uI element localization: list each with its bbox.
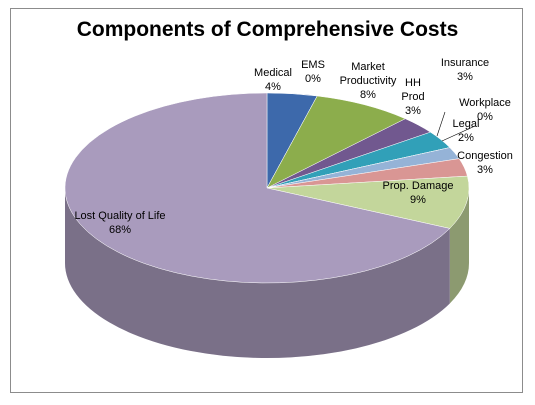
category-label: HH Prod bbox=[401, 77, 425, 103]
leader-line bbox=[436, 111, 446, 137]
category-label: Workplace bbox=[459, 97, 511, 109]
value-label: 3% bbox=[477, 164, 493, 176]
value-label: 0% bbox=[477, 111, 493, 123]
data-label: Market Productivity 8% bbox=[330, 60, 406, 102]
slice-side bbox=[449, 188, 469, 304]
category-label: Legal bbox=[452, 118, 480, 130]
data-label: HH Prod 3% bbox=[400, 76, 426, 118]
category-label: Lost Quality of Life bbox=[74, 210, 166, 222]
value-label: 4% bbox=[265, 81, 281, 93]
chart-title: Components of Comprehensive Costs bbox=[76, 18, 459, 41]
data-label: Workplace 0% bbox=[452, 96, 518, 124]
category-label: Prop. Damage bbox=[382, 180, 454, 192]
value-label: 0% bbox=[305, 73, 321, 85]
slice bbox=[64, 92, 451, 284]
data-label: EMS 0% bbox=[298, 58, 328, 86]
value-label: 3% bbox=[457, 71, 473, 83]
data-label: Congestion 3% bbox=[452, 149, 518, 177]
slice bbox=[266, 175, 470, 229]
chart-frame bbox=[10, 8, 523, 393]
category-label: EMS bbox=[301, 59, 325, 71]
category-label: Congestion bbox=[457, 150, 513, 162]
slice-side bbox=[65, 188, 450, 359]
value-label: 3% bbox=[405, 105, 421, 117]
data-label: Legal 2% bbox=[446, 117, 486, 145]
data-label: Lost Quality of Life 68% bbox=[70, 209, 170, 237]
value-label: 9% bbox=[410, 194, 426, 206]
category-label: Insurance bbox=[440, 57, 490, 69]
data-label: Prop. Damage 9% bbox=[374, 179, 462, 207]
slice-side-shade bbox=[65, 188, 450, 359]
leader-line bbox=[441, 125, 476, 142]
value-label: 2% bbox=[458, 132, 474, 144]
slice bbox=[266, 95, 406, 189]
slice-side-shade bbox=[449, 188, 469, 304]
category-label: Medical bbox=[254, 67, 292, 79]
category-label: Market Productivity bbox=[339, 61, 397, 87]
data-label: Medical 4% bbox=[250, 66, 296, 94]
value-label: 68% bbox=[108, 224, 132, 236]
data-label: Insurance 3% bbox=[438, 56, 492, 84]
value-label: 8% bbox=[360, 89, 376, 101]
